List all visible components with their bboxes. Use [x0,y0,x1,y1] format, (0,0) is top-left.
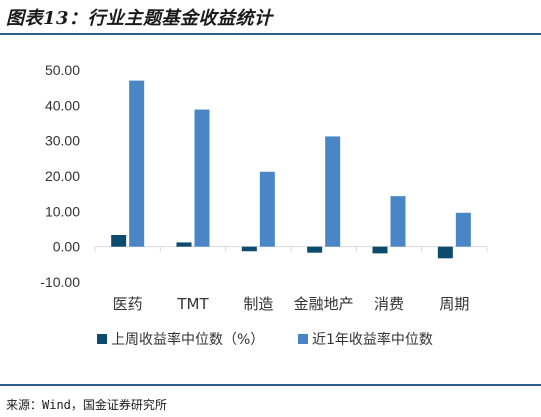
bar-annual-return [390,196,406,247]
x-category-label: 消费 [374,295,404,313]
bar-weekly-return [111,235,127,247]
bar-annual-return [129,80,145,247]
legend-swatch-annual [298,334,308,344]
bar-chart: 50.00 40.00 30.00 20.00 10.00 0.00 -10.00 医药 TM… [40,62,488,348]
x-category-label: 金融地产 [294,295,354,313]
y-axis: 50.00 40.00 30.00 20.00 10.00 0.00 -10.00 [40,62,80,290]
x-category-label: 医药 [113,295,143,313]
figure-title: 图表13：行业主题基金收益统计 [6,8,273,29]
y-tick-label: 40.00 [45,97,80,113]
bar-weekly-return [307,246,323,253]
y-tick-label: 30.00 [45,133,80,149]
source-note: 来源：Wind，国金证券研究所 [6,398,167,412]
source-divider [0,384,541,386]
y-tick-label: 20.00 [45,168,80,184]
legend-label-weekly: 上周收益率中位数（%） [111,331,264,348]
legend-label-annual: 近1年收益率中位数 [312,331,433,348]
bar-annual-return [259,171,275,247]
bar-weekly-return [437,246,453,259]
bar-annual-return [194,109,210,247]
bar-annual-return [325,136,341,247]
bar-annual-return [455,212,471,247]
legend-swatch-weekly [97,334,107,344]
y-tick-label: 10.00 [45,203,80,219]
y-tick-label: 50.00 [45,62,80,78]
zero-axis-group [94,246,488,252]
y-tick-label: 0.00 [53,239,80,255]
bars [111,80,471,259]
bar-weekly-return [241,246,257,252]
x-category-label: TMT [176,295,209,313]
x-category-label: 制造 [243,295,273,313]
title-divider [0,33,541,35]
y-tick-label: -10.00 [40,274,80,290]
bar-weekly-return [372,246,388,254]
x-category-label: 周期 [439,295,469,313]
x-axis-labels: 医药 TMT 制造 金融地产 消费 周期 [113,295,470,313]
legend: 上周收益率中位数（%） 近1年收益率中位数 [97,331,433,348]
bar-weekly-return [176,242,192,247]
